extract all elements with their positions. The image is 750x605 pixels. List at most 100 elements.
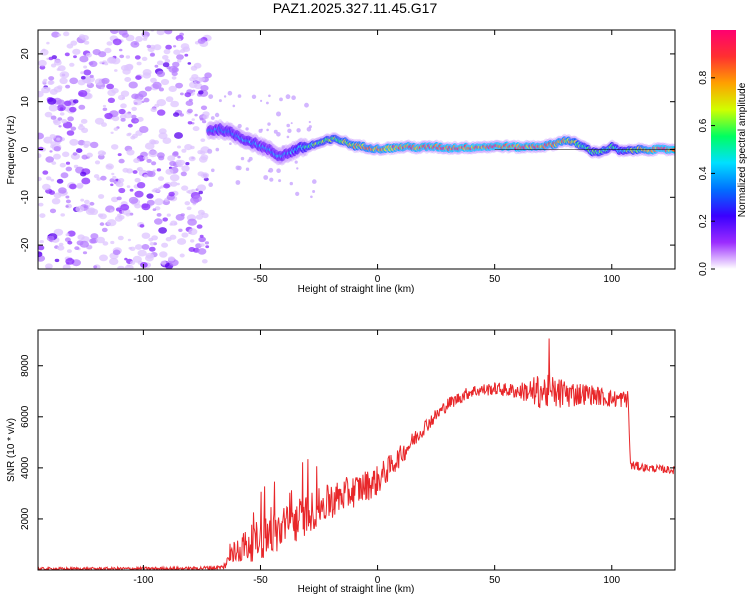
noise-blob xyxy=(42,170,49,175)
noise-blob xyxy=(110,131,114,134)
noise-blob xyxy=(69,183,77,190)
noise-blob xyxy=(189,77,196,82)
noise-blob xyxy=(165,44,172,50)
noise-blob xyxy=(190,239,195,243)
snr-x-label: Height of straight line (km) xyxy=(298,584,415,595)
noise-blob xyxy=(124,64,134,71)
noise-blob xyxy=(62,264,71,269)
noise-blob xyxy=(64,100,72,107)
noise-blob xyxy=(184,53,189,57)
noise-blob xyxy=(62,31,70,37)
noise-blob xyxy=(111,196,119,203)
noise-blob xyxy=(129,188,134,192)
noise-blob xyxy=(83,40,90,45)
noise-blob xyxy=(59,112,65,116)
noise-blob xyxy=(49,88,58,95)
noise-blob xyxy=(175,82,184,89)
scatter-point xyxy=(291,95,296,100)
noise-blob xyxy=(78,104,86,110)
noise-blob xyxy=(73,55,77,59)
noise-blob xyxy=(56,137,61,141)
noise-blob xyxy=(65,84,71,89)
noise-blob xyxy=(106,83,114,90)
noise-blob xyxy=(168,65,178,73)
noise-blob xyxy=(120,103,127,109)
noise-blob xyxy=(134,177,141,183)
y-tick-label: -20 xyxy=(20,237,31,252)
colorbar-label: Normalized spectral amplitude xyxy=(737,82,748,217)
noise-blob xyxy=(184,201,191,206)
y-tick-label: 6000 xyxy=(20,405,31,428)
noise-blob xyxy=(53,146,61,152)
noise-blob xyxy=(149,242,155,246)
noise-blob xyxy=(128,246,133,250)
noise-blob xyxy=(59,162,66,168)
noise-blob xyxy=(198,156,208,163)
noise-blob xyxy=(61,151,70,158)
noise-blob xyxy=(83,205,88,209)
noise-blob xyxy=(200,138,206,142)
noise-blob xyxy=(120,118,126,122)
scatter-point xyxy=(310,195,313,199)
noise-blob xyxy=(90,233,99,240)
noise-blob xyxy=(57,117,63,121)
noise-blob xyxy=(83,69,92,76)
noise-blob xyxy=(38,59,47,67)
noise-blob xyxy=(168,191,175,197)
noise-blob xyxy=(194,113,198,117)
noise-blob xyxy=(84,199,90,205)
noise-blob xyxy=(77,125,85,131)
noise-blob xyxy=(125,212,131,217)
scatter-point xyxy=(237,94,242,98)
noise-blob xyxy=(39,213,46,219)
y-tick-label: 8000 xyxy=(20,354,31,377)
noise-blob xyxy=(69,77,79,85)
noise-blob xyxy=(126,185,131,189)
noise-blob xyxy=(76,182,84,189)
noise-blob xyxy=(136,168,141,171)
noise-blob xyxy=(177,59,182,63)
colorbar-tick-label: 0.8 xyxy=(698,70,709,84)
noise-blob xyxy=(65,258,75,265)
noise-blob xyxy=(196,184,207,192)
snr-frame xyxy=(37,329,676,571)
scatter-point xyxy=(235,180,241,185)
noise-blob xyxy=(70,126,77,131)
noise-blob xyxy=(160,78,170,86)
noise-blob xyxy=(185,162,190,166)
noise-blob xyxy=(184,92,192,98)
noise-blob xyxy=(43,78,48,82)
noise-blob xyxy=(81,154,89,160)
noise-blob xyxy=(173,49,181,55)
scatter-point xyxy=(210,116,215,120)
noise-blob xyxy=(118,215,125,220)
noise-blob xyxy=(38,153,42,159)
noise-blob xyxy=(49,150,53,153)
scatter-point xyxy=(273,129,278,134)
noise-blob xyxy=(187,108,193,114)
noise-blob xyxy=(173,112,180,117)
scatter-point xyxy=(290,122,293,125)
noise-blob xyxy=(179,253,185,258)
noise-blob xyxy=(173,45,177,48)
noise-blob xyxy=(160,185,165,189)
scatter-point xyxy=(214,112,220,118)
scatter-point xyxy=(278,179,282,183)
noise-blob xyxy=(57,33,62,37)
noise-blob xyxy=(109,178,115,183)
scatter-point xyxy=(286,135,290,139)
scatter-point xyxy=(312,179,317,184)
noise-blob xyxy=(90,237,98,244)
noise-blob xyxy=(156,99,167,107)
noise-blob xyxy=(127,123,133,128)
noise-blob xyxy=(190,65,198,71)
noise-blob xyxy=(53,228,64,236)
noise-blob xyxy=(160,260,167,265)
noise-blob xyxy=(136,182,146,189)
noise-blob xyxy=(200,105,208,111)
colorbar-tick-label: 0.6 xyxy=(698,118,709,132)
y-tick-label: -10 xyxy=(20,190,31,205)
noise-blob xyxy=(205,245,210,249)
noise-blob xyxy=(152,81,162,89)
noise-blob xyxy=(81,177,91,185)
